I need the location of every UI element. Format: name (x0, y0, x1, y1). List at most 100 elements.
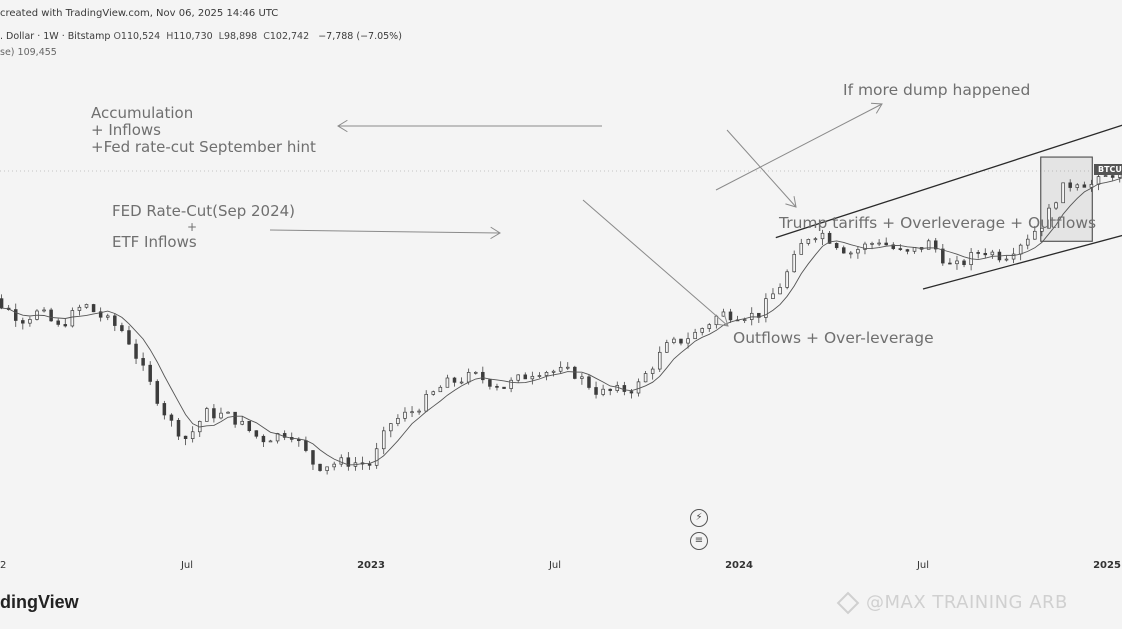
arrow-outflows-line (582, 199, 729, 327)
candle-body (813, 238, 818, 241)
moving-average-line (1, 177, 1122, 466)
watermark: @MAX TRAINING ARB (836, 591, 1068, 615)
candle-body (573, 366, 577, 379)
candle-body (176, 419, 181, 437)
candle-body (863, 243, 867, 250)
candle-body (205, 408, 209, 422)
candle-body (622, 385, 627, 392)
arrow-fed-rate-cut-line (269, 229, 501, 234)
candle-body (1040, 227, 1044, 232)
candle-body (120, 325, 124, 331)
ma-value: 109,455 (17, 47, 57, 58)
candle-body (56, 320, 60, 325)
candle-body (565, 366, 570, 369)
candle-body (233, 411, 237, 425)
candle-body (905, 249, 910, 252)
candle-body (523, 374, 528, 380)
candle-body (955, 260, 959, 265)
candle-body (1096, 176, 1101, 185)
watermark-text: @MAX TRAINING ARB (866, 592, 1068, 613)
candle-body (707, 324, 712, 329)
candle-body (1103, 175, 1108, 177)
candle-body (481, 371, 485, 381)
candle-body (686, 338, 690, 344)
watermark-diamond-icon (836, 591, 860, 615)
candle-body (983, 253, 988, 256)
candle-body (601, 388, 605, 395)
tradingview-logo: dingView (0, 592, 79, 612)
candle-body (28, 319, 32, 324)
candle-body (77, 306, 82, 311)
candle-body (587, 376, 591, 388)
candle-body (141, 358, 145, 366)
arrow-fed-rate-cut-head (490, 226, 501, 240)
candle-body (473, 371, 478, 374)
candle-body (162, 403, 167, 416)
candle-body (70, 310, 75, 327)
candle-body (332, 463, 336, 468)
x-tick-label: 2023 (357, 560, 385, 571)
candle-body (431, 391, 436, 395)
candle-body (367, 463, 372, 466)
candle-body (856, 249, 860, 254)
candle-body (339, 457, 344, 465)
candle-body (636, 381, 641, 394)
ohlc-high: 110,730 (173, 31, 213, 42)
candle-body (459, 381, 464, 384)
candle-body (466, 372, 471, 383)
candle-body (297, 439, 301, 442)
candle-body (799, 243, 804, 255)
candle-body (105, 315, 110, 318)
candle-body (841, 247, 846, 254)
candle-body (417, 410, 421, 413)
candle-body (403, 411, 407, 419)
lightning-icon[interactable]: ⚡︎ (690, 509, 708, 527)
candle-body (275, 433, 280, 442)
candle-body (452, 377, 457, 383)
candle-body (438, 386, 443, 393)
candle-body (42, 309, 46, 312)
candle-body (891, 244, 896, 249)
candle-body (1018, 244, 1023, 255)
candle-body (396, 417, 400, 424)
x-tick-label: 2024 (725, 560, 753, 571)
created-with-header: created with TradingView.com, Nov 06, 20… (0, 8, 279, 19)
annotation-line: FED Rate-Cut(Sep 2024) (112, 202, 296, 220)
symbol-ohlc-line: . Dollar · 1W · Bitstamp O110,524 H110,73… (0, 31, 402, 42)
ma-line: se) 109,455 (0, 47, 57, 58)
candle-body (424, 394, 428, 412)
candle-body (134, 343, 138, 359)
candle-body (282, 433, 287, 438)
candle-body (495, 385, 499, 388)
candle-body (558, 366, 563, 372)
candle-body (254, 430, 259, 437)
annotation-accumulation: Accumulation + Inflows +Fed rate-cut Sep… (91, 105, 316, 156)
candle-body (884, 242, 888, 246)
candle-body (304, 440, 308, 451)
candle-body (580, 376, 584, 379)
candle-body (49, 309, 53, 322)
candle-body (672, 338, 676, 343)
candle-body (849, 252, 853, 255)
candle-body (13, 309, 18, 321)
candle-body (374, 448, 379, 466)
candle-body (1075, 184, 1080, 188)
candle-body (962, 260, 966, 265)
candle-body (311, 450, 315, 465)
candle-body (700, 328, 704, 333)
candle-body (530, 375, 535, 380)
globe-icon[interactable]: ≡ (690, 532, 708, 550)
candle-body (1082, 184, 1087, 188)
candle-body (1061, 182, 1065, 204)
candle-body (410, 411, 414, 414)
candle-body (898, 248, 903, 250)
candle-body (742, 319, 747, 321)
candle-body (1025, 238, 1030, 246)
candle-body (608, 388, 612, 391)
candle-body (0, 298, 4, 309)
candle-body (113, 315, 117, 326)
candle-body (169, 414, 174, 421)
candle-body (212, 408, 216, 419)
